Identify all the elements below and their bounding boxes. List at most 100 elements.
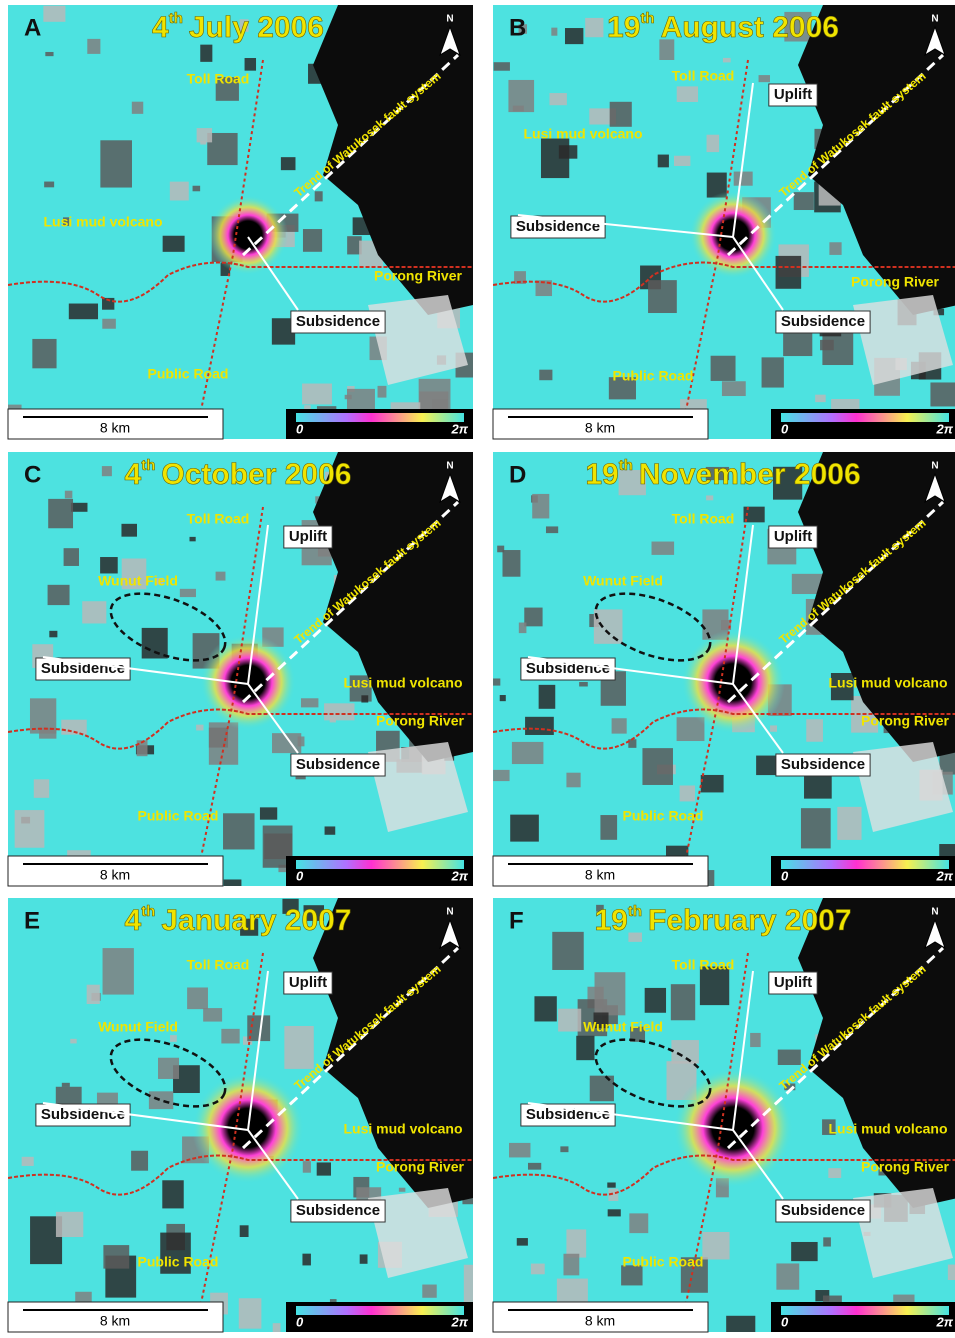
terrain-patch <box>48 499 73 528</box>
terrain-patch <box>794 192 814 210</box>
panel-letter: B <box>509 14 526 41</box>
annotation-label: Subsidence <box>296 756 380 773</box>
terrain-patch <box>750 1033 760 1047</box>
terrain-patch <box>519 623 527 634</box>
terrain-patch <box>674 156 690 166</box>
terrain-patch <box>539 370 552 381</box>
terrain-patch <box>610 102 632 127</box>
terrain-patch <box>131 1151 148 1171</box>
date-suffix: th <box>640 10 654 27</box>
terrain-patch <box>200 45 212 62</box>
north-label: N <box>931 907 938 918</box>
terrain-patch <box>103 948 134 994</box>
colorbar-max: 2π <box>936 421 954 436</box>
terrain-patch <box>608 1209 621 1216</box>
terrain-patch <box>15 810 45 848</box>
terrain-patch <box>607 1182 615 1187</box>
terrain-patch <box>132 102 143 114</box>
terrain-patch <box>806 719 823 742</box>
terrain-patch <box>170 1035 177 1042</box>
terrain-patch <box>671 984 695 1020</box>
terrain-patch <box>170 182 189 201</box>
terrain-patch <box>44 182 54 188</box>
annotation-label: Public Road <box>623 1254 704 1270</box>
terrain-patch <box>240 1225 249 1237</box>
terrain-patch <box>197 128 212 142</box>
terrain-patch <box>648 280 677 313</box>
colorbar <box>296 413 464 422</box>
terrain-patch <box>56 1212 83 1237</box>
terrain-patch <box>224 879 242 898</box>
annotation-label: Toll Road <box>672 511 735 527</box>
annotation-label: Porong River <box>851 274 939 290</box>
date-day: 4 <box>125 458 142 491</box>
terrain-patch <box>102 466 112 476</box>
terrain-patch <box>828 1168 841 1178</box>
terrain-patch <box>87 985 100 1004</box>
terrain-patch <box>303 1161 311 1173</box>
terrain-patch <box>509 1143 530 1158</box>
terrain-patch <box>510 815 539 842</box>
terrain-patch <box>494 62 510 71</box>
terrain-patch <box>302 1254 310 1266</box>
terrain-patch <box>303 229 322 252</box>
colorbar <box>296 860 464 869</box>
panel-letter: E <box>24 907 40 934</box>
terrain-patch <box>70 1039 76 1044</box>
terrain-patch <box>500 695 506 701</box>
north-label: N <box>931 461 938 472</box>
annotation-label: Toll Road <box>672 957 735 973</box>
terrain-patch <box>100 557 118 573</box>
terrain-patch <box>32 339 56 368</box>
terrain-patch <box>190 537 196 541</box>
annotation-label: Subsidence <box>781 1202 865 1219</box>
date-suffix: th <box>628 903 642 920</box>
scale-label: 8 km <box>100 867 130 883</box>
annotation-label: Lusi mud volcano <box>523 126 642 142</box>
terrain-patch <box>200 141 206 144</box>
annotation-label: Lusi mud volcano <box>43 214 162 230</box>
terrain-patch <box>517 1238 528 1246</box>
date-month-year: February 2007 <box>648 904 851 937</box>
terrain-patch <box>301 698 318 707</box>
panel-letter: C <box>24 461 41 488</box>
terrain-patch <box>22 1157 34 1166</box>
north-label: N <box>446 461 453 472</box>
terrain-patch <box>671 1040 699 1064</box>
annotation-label: Public Road <box>138 1254 219 1270</box>
terrain-patch <box>722 381 746 396</box>
annotation-label: Porong River <box>376 713 464 729</box>
date-day: 19 <box>607 11 640 44</box>
terrain-patch <box>464 1265 493 1306</box>
terrain-patch <box>594 609 623 643</box>
terrain-patch <box>711 356 736 381</box>
terrain-patch <box>658 155 669 168</box>
terrain-patch <box>203 1008 222 1021</box>
terrain-patch <box>281 157 296 170</box>
terrain-patch <box>776 1263 799 1289</box>
scale-label: 8 km <box>585 420 615 436</box>
annotation-label: Uplift <box>289 528 327 545</box>
terrain-patch <box>121 524 137 537</box>
annotation-label: Wunut Field <box>583 573 663 589</box>
date-suffix: th <box>169 10 183 27</box>
terrain-patch <box>325 826 336 834</box>
terrain-patch <box>642 748 673 785</box>
date-month-year: November 2006 <box>639 458 861 491</box>
annotation-label: Lusi mud volcano <box>343 675 462 691</box>
terrain-patch <box>595 972 626 1015</box>
terrain-patch <box>759 75 770 82</box>
terrain-patch <box>579 682 588 687</box>
terrain-patch <box>399 1188 405 1192</box>
date-day: 19 <box>585 458 618 491</box>
terrain-patch <box>470 188 494 218</box>
terrain-patch <box>196 725 203 731</box>
terrain-patch <box>71 503 88 512</box>
terrain-patch <box>706 495 713 500</box>
colorbar-min: 0 <box>296 421 304 436</box>
terrain-patch <box>62 1083 70 1087</box>
terrain-patch <box>628 739 636 748</box>
colorbar-min: 0 <box>296 868 304 883</box>
colorbar-max: 2π <box>451 868 469 883</box>
